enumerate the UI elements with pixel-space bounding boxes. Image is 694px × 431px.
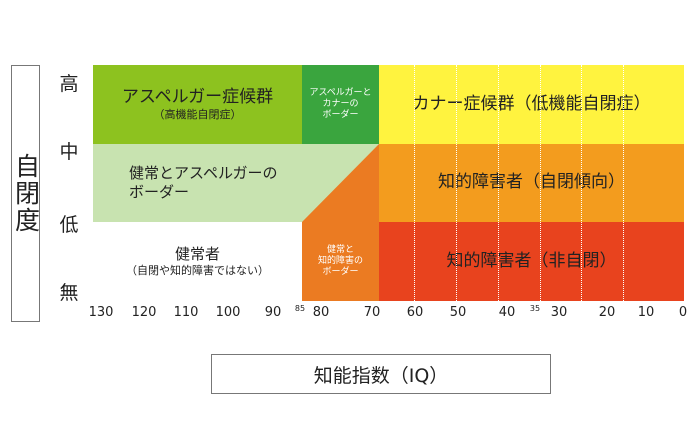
y-axis-title-box: 自閉度	[11, 65, 41, 322]
region-healthy-asperger-border-label: 健常とアスペルガーの ボーダー	[129, 164, 278, 201]
x-tick-35: 35	[529, 304, 541, 313]
region-id-non-autistic: 知的障害者（非自閉）	[379, 222, 684, 301]
x-tick-70: 70	[363, 305, 381, 320]
region-kanner: カナー症候群（低機能自閉症）	[379, 65, 684, 144]
x-axis-title-box: 知能指数（IQ）	[211, 354, 551, 394]
y-axis-title: 自閉度	[11, 153, 41, 234]
iq-autism-chart: アスペルガー症候群 （高機能自閉症） アスペルガーと カナーの ボーダー カナー…	[93, 65, 684, 301]
x-tick-90: 90	[264, 305, 282, 320]
x-tick-100: 100	[215, 305, 241, 320]
x-tick-0: 0	[678, 305, 688, 320]
x-tick-20: 20	[598, 305, 616, 320]
x-tick-130: 130	[88, 305, 114, 320]
gridline	[623, 65, 624, 301]
x-tick-60: 60	[406, 305, 424, 320]
region-asperger: アスペルガー症候群 （高機能自閉症）	[93, 65, 302, 144]
gridline	[456, 65, 457, 301]
region-healthy-id-border: 健常と 知的障害の ボーダー	[302, 222, 379, 301]
x-tick-50: 50	[449, 305, 467, 320]
region-healthy: 健常者 （自閉や知的障害ではない）	[93, 222, 302, 301]
x-axis-title: 知能指数（IQ）	[313, 364, 449, 387]
x-tick-80: 80	[312, 305, 330, 320]
x-tick-30: 30	[550, 305, 568, 320]
gridline	[414, 65, 415, 301]
y-level-mid: 中	[59, 141, 79, 163]
x-tick-85: 85	[294, 304, 306, 313]
gridline	[540, 65, 541, 301]
x-tick-40: 40	[498, 305, 516, 320]
x-tick-120: 120	[131, 305, 157, 320]
x-tick-110: 110	[173, 305, 199, 320]
y-level-low: 低	[59, 214, 79, 236]
y-level-none: 無	[59, 282, 79, 304]
region-asperger-kanner-border: アスペルガーと カナーの ボーダー	[302, 65, 379, 144]
y-level-high: 高	[59, 73, 79, 95]
gridline	[581, 65, 582, 301]
region-id-autistic-tendency: 知的障害者（自閉傾向）	[379, 144, 684, 222]
gridline	[498, 65, 499, 301]
border-diagonal-shape	[302, 144, 379, 222]
x-tick-10: 10	[637, 305, 655, 320]
